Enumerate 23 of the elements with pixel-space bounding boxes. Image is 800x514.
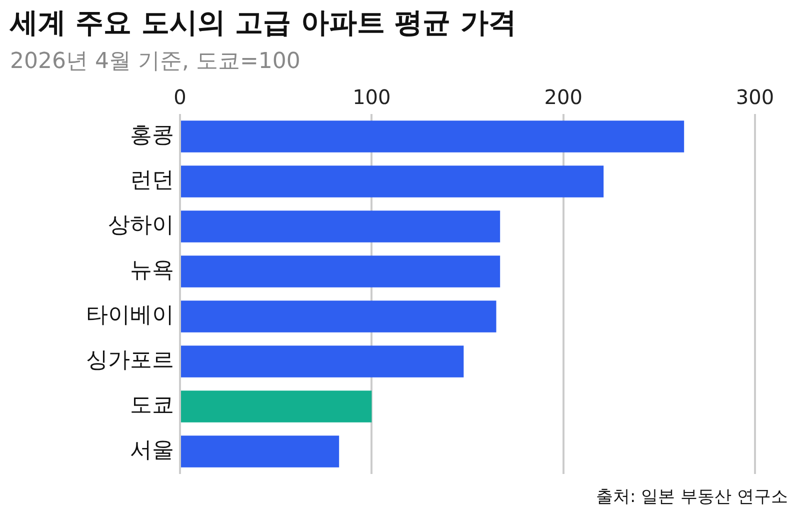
x-tick-label: 0 <box>174 85 186 110</box>
y-tick-label: 상하이 <box>108 213 174 238</box>
y-tick-label: 서울 <box>130 438 174 464</box>
chart-subtitle: 2026년 4월 기준, 도쿄=100 <box>10 48 300 76</box>
x-tick-label: 300 <box>736 85 774 110</box>
y-tick-label: 뉴욕 <box>130 258 174 284</box>
x-tick-label: 100 <box>352 85 391 110</box>
bar <box>181 210 500 242</box>
bar <box>181 390 372 422</box>
y-tick-label: 런던 <box>130 168 174 194</box>
y-tick-label: 타이베이 <box>86 303 174 328</box>
source-note: 출처: 일본 부동산 연구소 <box>596 485 788 508</box>
bar <box>181 300 496 332</box>
bar <box>181 120 684 152</box>
chart-title: 세계 주요 도시의 고급 아파트 평균 가격 <box>10 5 516 41</box>
x-tick-label: 200 <box>544 85 582 110</box>
y-tick-label: 도쿄 <box>130 393 174 418</box>
bar <box>181 256 500 288</box>
bar <box>181 346 464 378</box>
bar <box>181 436 340 468</box>
y-tick-label: 홍콩 <box>130 123 174 148</box>
y-tick-label: 싱가포르 <box>86 348 174 374</box>
bar <box>181 166 604 198</box>
